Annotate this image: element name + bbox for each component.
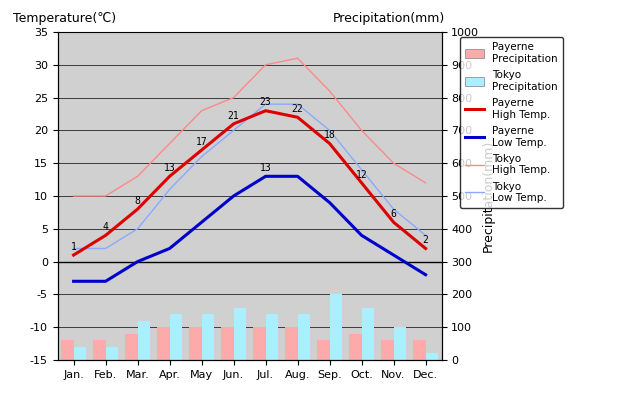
Bar	[221, 327, 234, 360]
Text: 8: 8	[134, 196, 141, 206]
Bar	[330, 294, 342, 360]
Bar	[234, 308, 246, 360]
Bar	[125, 334, 138, 360]
Text: 2: 2	[422, 235, 429, 245]
Bar	[202, 314, 214, 360]
Bar	[426, 354, 438, 360]
Text: 22: 22	[292, 104, 303, 114]
Text: 13: 13	[164, 163, 175, 173]
Bar	[413, 340, 426, 360]
Text: 17: 17	[196, 137, 207, 147]
Bar	[61, 340, 74, 360]
Text: 1: 1	[70, 242, 77, 252]
Bar	[170, 314, 182, 360]
Y-axis label: Precipitation(mm): Precipitation(mm)	[482, 140, 495, 252]
Text: 6: 6	[390, 209, 397, 219]
Text: 13: 13	[260, 163, 271, 173]
Bar	[317, 340, 330, 360]
Bar	[394, 327, 406, 360]
Legend: Payerne
Precipitation, Tokyo
Precipitation, Payerne
High Temp., Payerne
Low Temp: Payerne Precipitation, Tokyo Precipitati…	[460, 37, 563, 208]
Bar	[266, 314, 278, 360]
Bar	[157, 327, 170, 360]
Text: 18: 18	[324, 130, 335, 140]
Text: Precipitation(mm): Precipitation(mm)	[333, 12, 445, 25]
Bar	[138, 321, 150, 360]
Bar	[381, 340, 394, 360]
Bar	[253, 327, 266, 360]
Text: 23: 23	[260, 98, 271, 108]
Bar	[93, 340, 106, 360]
Text: 4: 4	[102, 222, 109, 232]
Bar	[298, 314, 310, 360]
Text: Temperature(℃): Temperature(℃)	[13, 12, 116, 25]
Bar	[189, 327, 202, 360]
Bar	[349, 334, 362, 360]
Bar	[285, 327, 298, 360]
Text: 21: 21	[228, 110, 239, 120]
Text: 12: 12	[356, 170, 367, 180]
Bar	[362, 308, 374, 360]
Bar	[74, 347, 86, 360]
Bar	[106, 347, 118, 360]
